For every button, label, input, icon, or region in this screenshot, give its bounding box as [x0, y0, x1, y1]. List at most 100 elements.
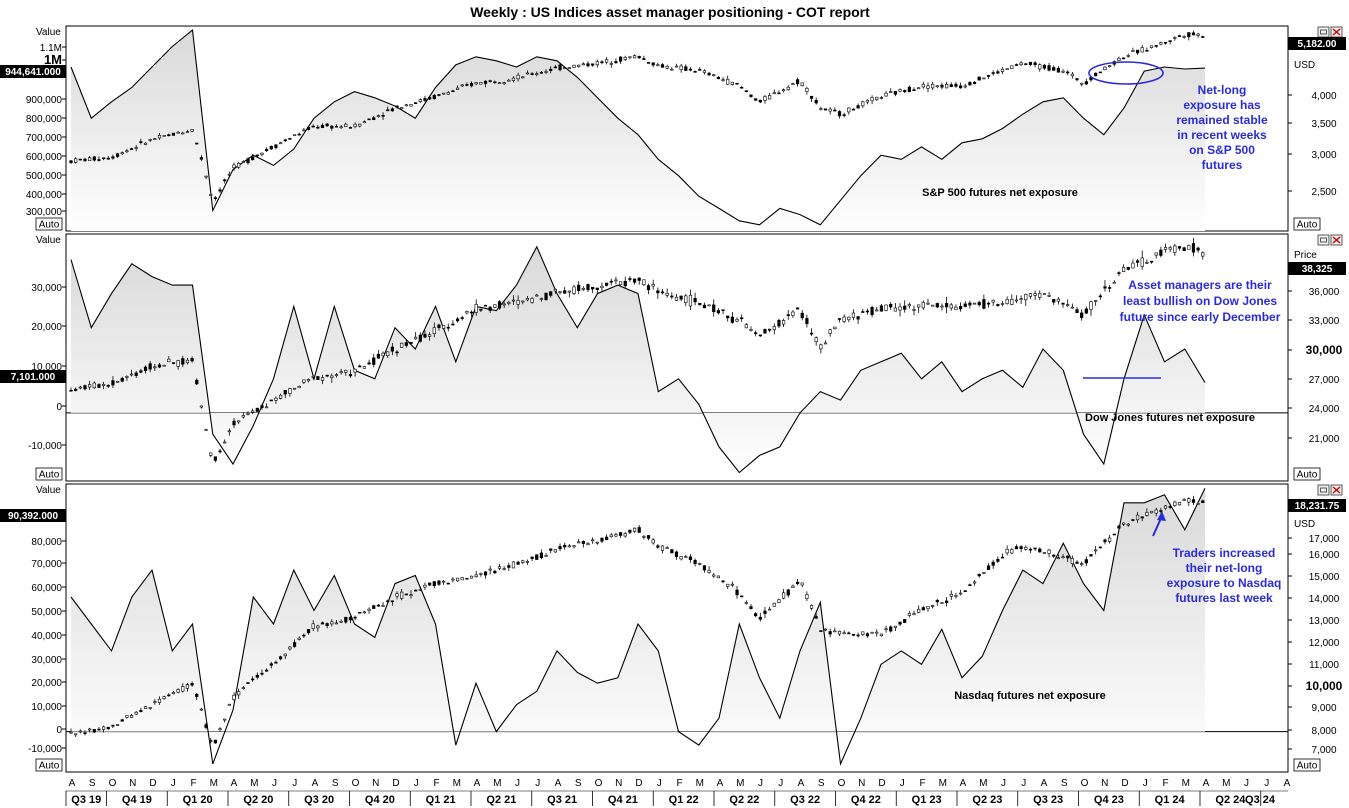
month-tick-label: J: [778, 778, 783, 789]
candle-body: [469, 575, 474, 579]
month-tick-label: J: [1244, 778, 1249, 789]
candle-body: [455, 577, 460, 582]
candle-body: [195, 379, 199, 385]
auto-scale-button[interactable]: Auto: [1293, 758, 1321, 772]
candle-body: [362, 121, 367, 124]
right-axis-header: Price: [1294, 250, 1317, 261]
candle-body: [1010, 65, 1014, 69]
month-tick-label: J: [292, 778, 297, 789]
month-tick-label: M: [453, 778, 461, 789]
left-tick-label: 60,000: [31, 583, 62, 594]
candle-body: [735, 589, 739, 596]
candle-body: [1154, 252, 1158, 256]
candle-body: [1159, 42, 1163, 45]
net-exposure-area: [71, 30, 1205, 231]
net-exposure-area: [71, 246, 1205, 473]
month-tick-label: M: [939, 778, 947, 789]
candle-body: [986, 302, 991, 305]
candle-body: [726, 78, 730, 85]
candle-body: [507, 301, 511, 304]
candle-body: [861, 311, 865, 313]
candle-body: [656, 545, 660, 548]
candle-body: [237, 691, 241, 696]
svg-text:18,231.75: 18,231.75: [1295, 501, 1340, 512]
candle-body: [851, 634, 856, 636]
auto-scale-button[interactable]: Auto: [1293, 217, 1321, 231]
restore-icon[interactable]: [1317, 26, 1330, 38]
candle-body: [968, 584, 972, 587]
candle-body: [302, 634, 306, 637]
candle-body: [730, 81, 734, 85]
candle-body: [255, 154, 259, 157]
panel-nasdaq: Value 80,000 70,000 60,000 50,000 40,000 30,00…: [0, 483, 1346, 773]
close-icon[interactable]: [1330, 234, 1343, 246]
candle-body: [316, 625, 320, 629]
candle-body: [428, 96, 432, 100]
candle-body: [209, 194, 213, 196]
svg-text:Auto: Auto: [1297, 220, 1318, 231]
left-tick-label: 900,000: [26, 95, 63, 106]
close-icon[interactable]: [1330, 26, 1343, 38]
candle-body: [893, 91, 897, 95]
quarter-tick-label: Q2 21: [486, 794, 516, 806]
auto-scale-button[interactable]: Auto: [1293, 467, 1321, 481]
candle-body: [1019, 546, 1023, 549]
candle-body: [516, 561, 520, 565]
candle-body: [237, 420, 241, 423]
quarter-tick-label: Q4 21: [608, 794, 638, 806]
candle-body: [623, 281, 627, 287]
candle-body: [460, 317, 464, 319]
candle-body: [535, 73, 539, 76]
annotation-line: exposure has: [1183, 98, 1261, 112]
candle-body: [1056, 557, 1060, 560]
restore-icon[interactable]: [1317, 234, 1330, 246]
auto-scale-button[interactable]: Auto: [35, 217, 63, 231]
candle-body: [353, 368, 357, 373]
candle-body: [488, 568, 492, 571]
price-candles: [69, 237, 1205, 463]
candle-body: [707, 570, 711, 573]
candle-body: [1163, 505, 1168, 509]
candle-body: [521, 300, 525, 303]
candle-body: [749, 606, 753, 610]
candle-body: [768, 608, 772, 611]
candle-body: [390, 600, 394, 603]
candle-body: [674, 551, 679, 557]
candle-body: [325, 623, 329, 627]
candle-body: [903, 90, 907, 92]
svg-text:90,392.000: 90,392.000: [8, 511, 58, 522]
candle-body: [628, 278, 632, 280]
candle-body: [311, 623, 315, 629]
candle-body: [204, 175, 208, 178]
candle-body: [288, 138, 292, 140]
month-tick-label: D: [878, 778, 885, 789]
month-tick-label: S: [89, 778, 96, 789]
candle-body: [809, 332, 814, 335]
restore-icon[interactable]: [1317, 484, 1330, 496]
candle-body: [954, 83, 958, 87]
candle-body: [940, 305, 944, 308]
candle-body: [931, 304, 935, 307]
candle-body: [237, 162, 241, 168]
candle-body: [591, 63, 595, 66]
candle-body: [870, 631, 874, 634]
candle-body: [125, 715, 129, 718]
candle-body: [437, 324, 441, 328]
candle-body: [754, 332, 758, 335]
candle-body: [1112, 281, 1116, 284]
auto-scale-button[interactable]: Auto: [35, 467, 63, 481]
close-icon[interactable]: [1330, 484, 1343, 496]
candle-body: [120, 377, 124, 382]
candle-body: [595, 541, 599, 544]
left-tick-label: 400,000: [26, 190, 63, 201]
candle-body: [460, 577, 464, 581]
auto-scale-button[interactable]: Auto: [35, 758, 63, 772]
candle-body: [1145, 50, 1149, 52]
candle-body: [469, 311, 474, 314]
candle-body: [763, 329, 767, 334]
candle-body: [1000, 556, 1005, 559]
candle-body: [702, 565, 707, 571]
candle-body: [339, 620, 343, 623]
candle-body: [1033, 293, 1037, 296]
candle-body: [726, 583, 730, 587]
